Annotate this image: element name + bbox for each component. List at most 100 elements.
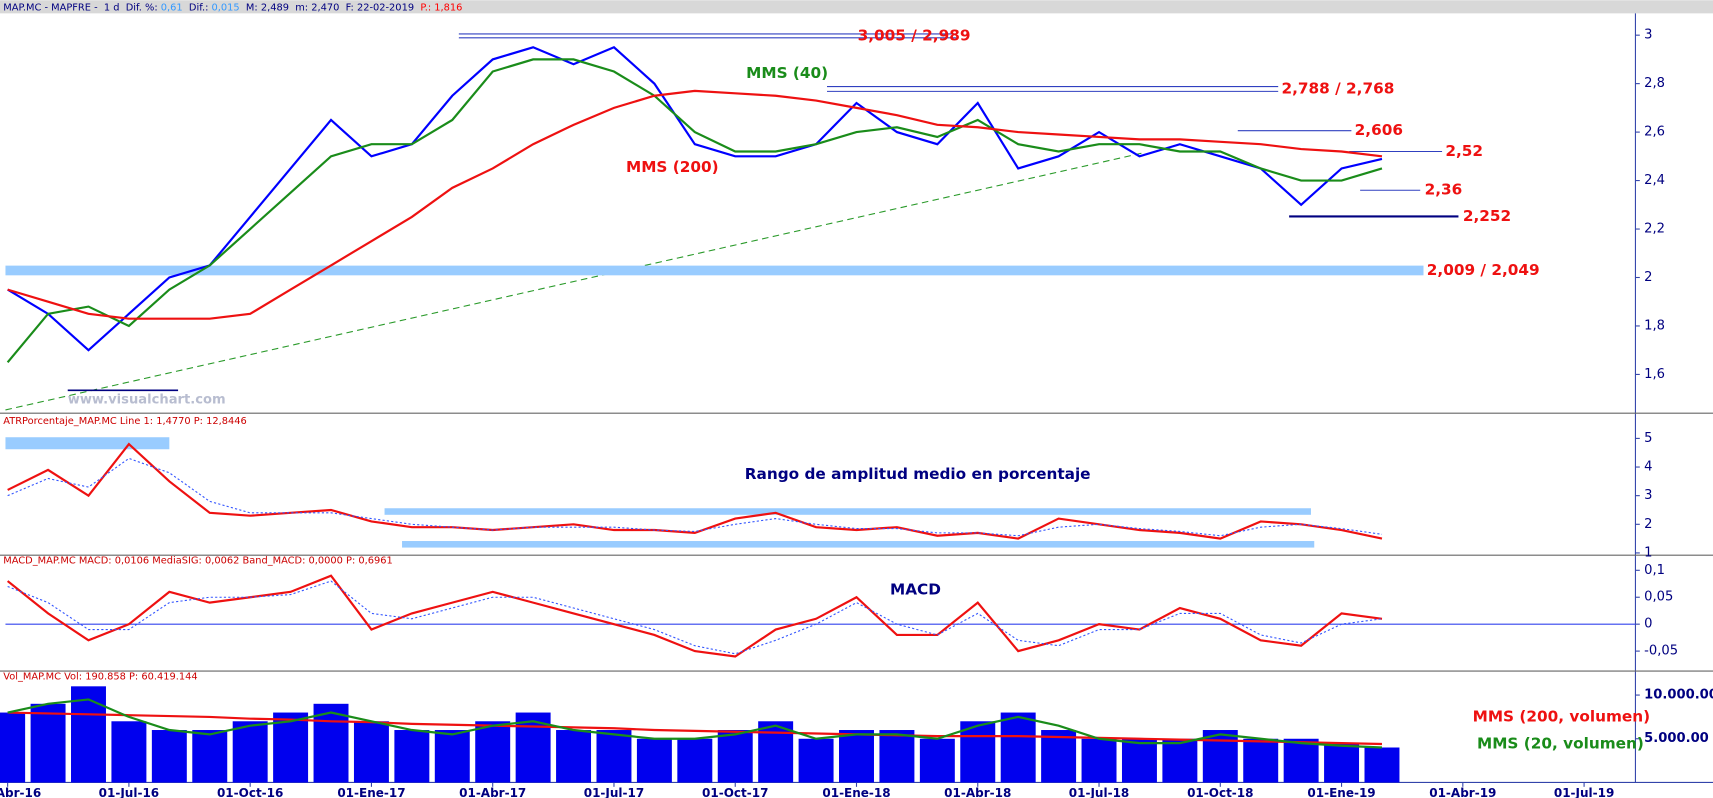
series-line [7, 442, 1383, 540]
y-tick-label: -0,05 [1644, 644, 1678, 659]
trend-line [5, 152, 1142, 411]
band [5, 265, 1424, 276]
volume-bar [0, 712, 26, 783]
level-label: 2,252 [1463, 207, 1511, 225]
volume-bar [1243, 738, 1279, 783]
volume-bar [273, 712, 309, 783]
volume-bar [1041, 730, 1077, 783]
series-name: MMS (20, volumen) [1477, 735, 1644, 753]
volume-bar [1364, 747, 1400, 783]
series-name: MMS (200) [626, 158, 719, 176]
y-tick-label: 2,6 [1644, 125, 1665, 140]
level-label: 2,788 / 2,768 [1281, 79, 1394, 97]
y-tick-label: 0,05 [1644, 590, 1673, 605]
frame [0, 13, 1713, 784]
series-name: MMS (200, volumen) [1473, 707, 1650, 725]
level-label: 3,005 / 2,989 [858, 26, 971, 44]
volume-bar [1324, 743, 1360, 783]
y-tick-label: 3 [1644, 28, 1652, 43]
volume-bar [1000, 712, 1036, 783]
y-tick-label: 2,4 [1644, 173, 1665, 188]
level-label: 2,36 [1425, 181, 1463, 199]
series-line [7, 457, 1383, 537]
volume-bar [1202, 730, 1238, 783]
x-tick-label: 01-Jul-18 [1069, 786, 1129, 798]
x-tick-label: 01-Ene-17 [337, 786, 405, 798]
watermark: www.visualchart.com [68, 393, 226, 408]
volume-bar [1121, 738, 1157, 783]
volume-bar [879, 730, 915, 783]
volume-bar [677, 738, 713, 783]
x-tick-label: 01-Jul-16 [99, 786, 159, 798]
series-line [7, 580, 1383, 655]
volume-bar [111, 721, 147, 783]
volume-bar [1081, 738, 1117, 783]
level-label: 2,606 [1355, 121, 1403, 139]
x-tick-label: 01-Jul-17 [584, 786, 644, 798]
volume-bar [30, 703, 66, 783]
series-line [7, 698, 1383, 749]
panel-header: Vol_MAP.MC Vol: 190.858 P: 60.419.144 [3, 671, 197, 682]
volume-bar [919, 738, 955, 783]
y-tick-label: 1,6 [1644, 367, 1665, 382]
volume-bar [960, 721, 996, 783]
header-part: MAP.MC - MAPFRE - 1 d Dif. %: [3, 2, 161, 13]
y-tick-label: 0 [1644, 617, 1652, 632]
x-tick-label: 01-Abr-16 [0, 786, 41, 798]
x-tick-label: 01-Abr-18 [944, 786, 1011, 798]
y-tick-label: 0,1 [1644, 563, 1665, 578]
y-tick-label: 2 [1644, 517, 1652, 532]
y-tick-label: 2 [1644, 270, 1652, 285]
volume-bar [717, 730, 753, 783]
series-line [7, 89, 1383, 320]
volume-bar [192, 730, 228, 783]
range-band [5, 437, 170, 450]
range-band [384, 508, 1311, 515]
volume-bar [1162, 738, 1198, 783]
x-tick-label: 01-Oct-16 [217, 786, 283, 798]
range-band [402, 541, 1315, 548]
level-label: 2,009 / 2,049 [1427, 261, 1540, 279]
panel-label: MACD [890, 581, 941, 599]
x-tick-label: 01-Abr-17 [459, 786, 526, 798]
x-tick-label: 01-Oct-18 [1187, 786, 1253, 798]
volume-bar [839, 730, 874, 783]
x-tick-label: 01-Ene-18 [822, 786, 890, 798]
volume-bar [798, 738, 834, 783]
header-part: M: 2,489 m: 2,470 F: 22-02-2019 [240, 2, 421, 13]
header-bar [0, 0, 1713, 14]
series-line [7, 711, 1383, 746]
volume-bar [556, 730, 592, 783]
header-part: 0,015 [212, 2, 240, 13]
series-name: MMS (40) [746, 64, 828, 82]
level-label: 2,52 [1445, 142, 1483, 160]
y-tick-label: 2,8 [1644, 76, 1665, 91]
volume-bar [596, 730, 632, 783]
panel-header: MACD_MAP.MC MACD: 0,0106 MediaSIG: 0,006… [3, 556, 392, 567]
y-tick-label: 2,2 [1644, 222, 1665, 237]
volume-bar [232, 721, 268, 783]
panel-header: ATRPorcentaje_MAP.MC Line 1: 1,4770 P: 1… [3, 416, 246, 427]
x-tick-label: 01-Oct-17 [702, 786, 768, 798]
volume-bar [71, 686, 106, 783]
volume-bar [313, 703, 349, 783]
volume-bar [434, 730, 470, 783]
y-tick-label: 10.000.00 [1644, 688, 1713, 703]
x-tick-label: 01-Ene-19 [1307, 786, 1375, 798]
y-tick-label: 1 [1644, 545, 1652, 560]
volume-bar [636, 738, 672, 783]
header-part: 0,61 [161, 2, 183, 13]
y-tick-label: 5 [1644, 431, 1652, 446]
x-tick-label: 01-Jul-19 [1554, 786, 1614, 798]
chart-header: MAP.MC - MAPFRE - 1 d Dif. %: 0,61 Dif.:… [3, 2, 462, 13]
volume-bar [1283, 738, 1319, 783]
x-tick-label: 01-Abr-19 [1429, 786, 1496, 798]
y-tick-label: 4 [1644, 460, 1652, 475]
y-tick-label: 1,8 [1644, 318, 1665, 333]
series-line [6, 574, 1383, 658]
series-line [6, 58, 1383, 364]
y-tick-label: 5.000.00 [1644, 731, 1709, 746]
panel-label: Rango de amplitud medio en porcentaje [745, 465, 1091, 483]
